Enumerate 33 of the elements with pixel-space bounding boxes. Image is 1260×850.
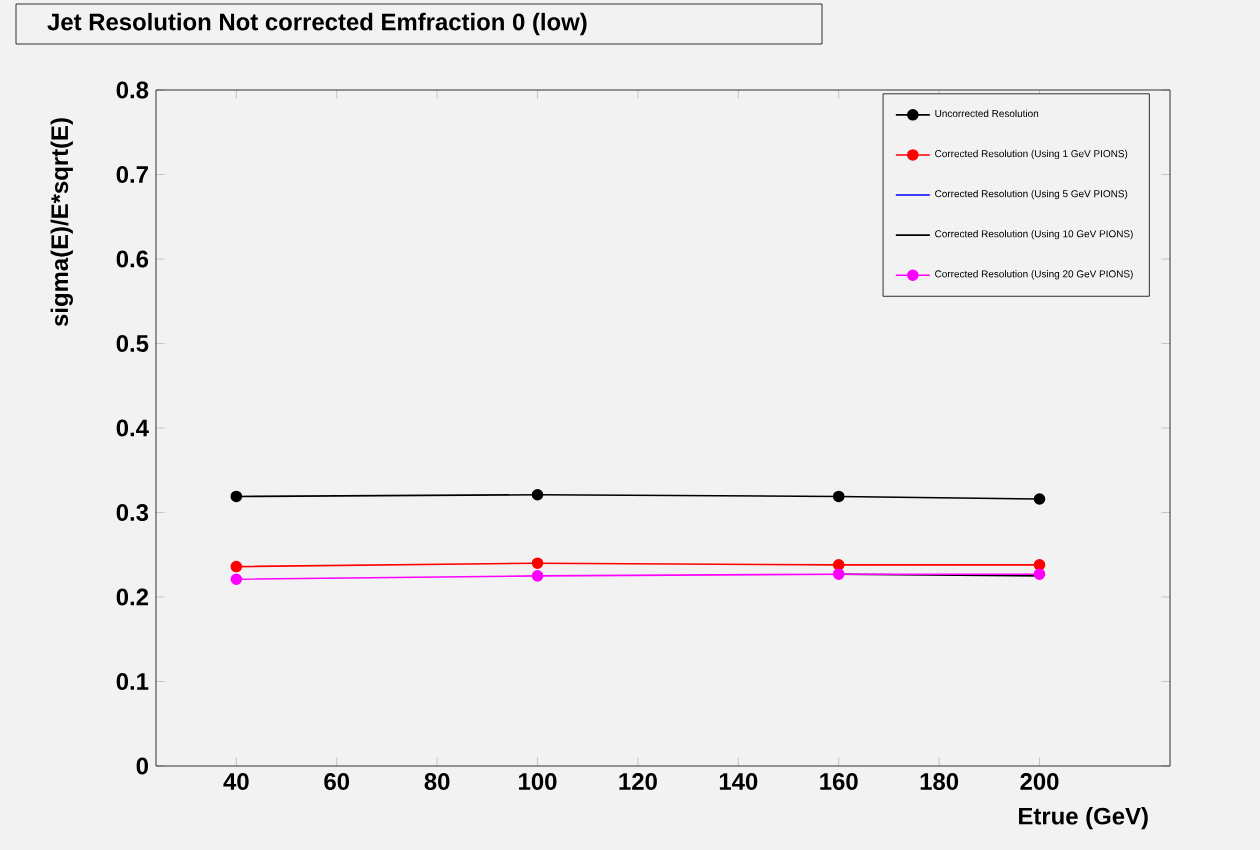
y-tick-label: 0 xyxy=(136,757,148,775)
y-tick-label: 0.1 xyxy=(116,673,149,690)
point xyxy=(531,488,544,501)
x-axis-title: Etrue (GeV) xyxy=(1019,807,1148,830)
y-tick-label: 0.5 xyxy=(116,335,149,352)
y-axis-title: sigma(E)/E*sqrt(E) xyxy=(50,118,73,327)
x-tick-label: 40 xyxy=(223,773,249,790)
point xyxy=(832,559,845,571)
point xyxy=(1033,568,1046,580)
y-tick-label: 0.6 xyxy=(116,250,149,268)
point xyxy=(531,557,544,569)
x-tick-label: 200 xyxy=(1020,773,1059,790)
x-tick-label: 100 xyxy=(519,773,557,790)
point xyxy=(230,560,243,573)
point xyxy=(1033,559,1046,571)
x-tick-label: 160 xyxy=(820,773,858,790)
x-tick-label: 180 xyxy=(920,773,959,790)
point xyxy=(230,490,243,503)
y-tick-label: 0.7 xyxy=(116,166,148,183)
point xyxy=(531,570,544,582)
point xyxy=(832,490,845,503)
point xyxy=(1033,493,1046,505)
y-tick-label: 0.3 xyxy=(116,504,149,521)
x-tick-label: 60 xyxy=(324,773,350,790)
y-tick-label: 0.2 xyxy=(116,588,149,606)
chart-title: Jet Resolution Not corrected Emfraction 0 (low) xyxy=(47,12,587,36)
x-tick-label: 120 xyxy=(619,773,657,790)
y-tick-label: 0.4 xyxy=(116,419,149,437)
x-tick-label: 140 xyxy=(719,773,758,790)
x-tick-label: 80 xyxy=(424,773,450,790)
point xyxy=(230,573,243,586)
point xyxy=(832,568,845,580)
y-tick-label: 0.8 xyxy=(116,81,149,99)
